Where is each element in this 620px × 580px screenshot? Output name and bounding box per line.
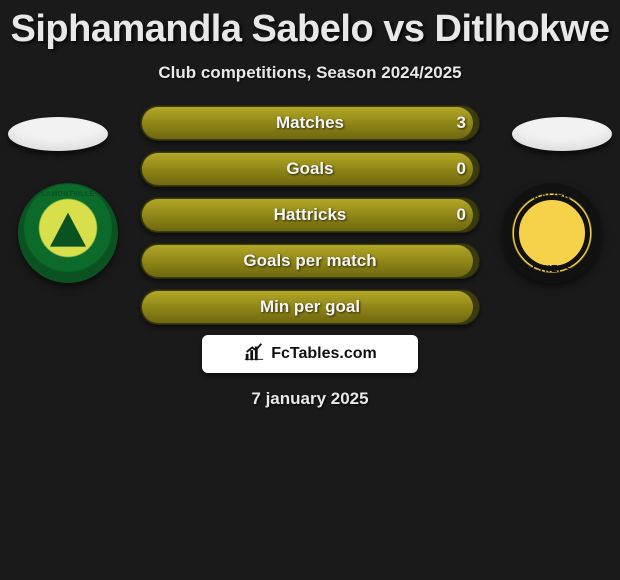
crest-text-right-top: KAIZER — [506, 191, 598, 202]
comparison-arena: LAMONTVILLE KAIZER CHIEFS Matches3 Goals0… — [0, 105, 620, 325]
golden-arrows-badge: LAMONTVILLE — [18, 183, 118, 283]
team-crest-left: LAMONTVILLE — [18, 183, 118, 283]
stat-bar-value: 0 — [457, 159, 466, 179]
stat-bars: Matches3 Goals0 Hattricks0 Goals per match M… — [140, 105, 480, 325]
stat-bar: Matches3 — [140, 105, 480, 141]
crest-text-left: LAMONTVILLE — [18, 191, 118, 198]
stat-bar-fill — [142, 107, 473, 139]
stat-bar-value: 3 — [457, 113, 466, 133]
team-crest-right: KAIZER CHIEFS — [502, 183, 602, 283]
stat-bar-fill — [142, 291, 473, 323]
player-head-left — [8, 117, 108, 151]
crest-text-right-bottom: CHIEFS — [502, 264, 602, 275]
page-title: Siphamandla Sabelo vs Ditlhokwe — [0, 0, 620, 51]
player-head-right — [512, 117, 612, 151]
stat-bar-value: 0 — [457, 205, 466, 225]
chart-icon — [243, 341, 265, 368]
subtitle: Club competitions, Season 2024/2025 — [0, 63, 620, 83]
stat-bar-fill — [142, 153, 473, 185]
stat-bar: Goals0 — [140, 151, 480, 187]
stat-bar-fill — [142, 245, 473, 277]
stat-bar: Min per goal — [140, 289, 480, 325]
brand-badge: FcTables.com — [202, 335, 418, 373]
stat-bar-fill — [142, 199, 473, 231]
stat-bar: Goals per match — [140, 243, 480, 279]
brand-text: FcTables.com — [271, 345, 377, 363]
crest-ring — [514, 195, 590, 271]
date-text: 7 january 2025 — [0, 389, 620, 409]
stat-bar: Hattricks0 — [140, 197, 480, 233]
kaizer-chiefs-badge: KAIZER CHIEFS — [502, 183, 602, 283]
